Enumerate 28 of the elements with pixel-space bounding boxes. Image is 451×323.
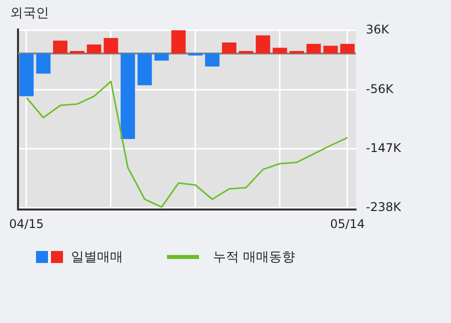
y-tick-label: -56K (366, 82, 394, 96)
bar (306, 44, 321, 54)
bar (86, 44, 102, 54)
bar (120, 54, 135, 140)
bar (138, 54, 152, 86)
bar (53, 40, 68, 54)
chart-title: 외국인 (10, 6, 49, 22)
bar (154, 54, 169, 61)
x-tick-label: 05/14 (330, 216, 365, 231)
bar (70, 50, 84, 54)
bar (238, 50, 254, 54)
legend-label: 누적 매매동향 (213, 249, 296, 266)
y-tick-label: -238K (366, 200, 402, 214)
legend-label: 일별매매 (71, 249, 123, 266)
bar (340, 44, 355, 54)
bar (171, 30, 186, 54)
y-tick-label: -147K (366, 140, 402, 155)
bar (36, 54, 51, 74)
bar (104, 38, 118, 54)
bar (256, 35, 270, 54)
bar (205, 54, 220, 67)
bar (222, 42, 236, 54)
bar (290, 50, 304, 54)
bar (19, 54, 34, 96)
y-tick-label: 36K (366, 22, 390, 36)
bar (323, 46, 338, 54)
bar (272, 48, 288, 54)
x-tick-label: 04/15 (9, 216, 44, 231)
